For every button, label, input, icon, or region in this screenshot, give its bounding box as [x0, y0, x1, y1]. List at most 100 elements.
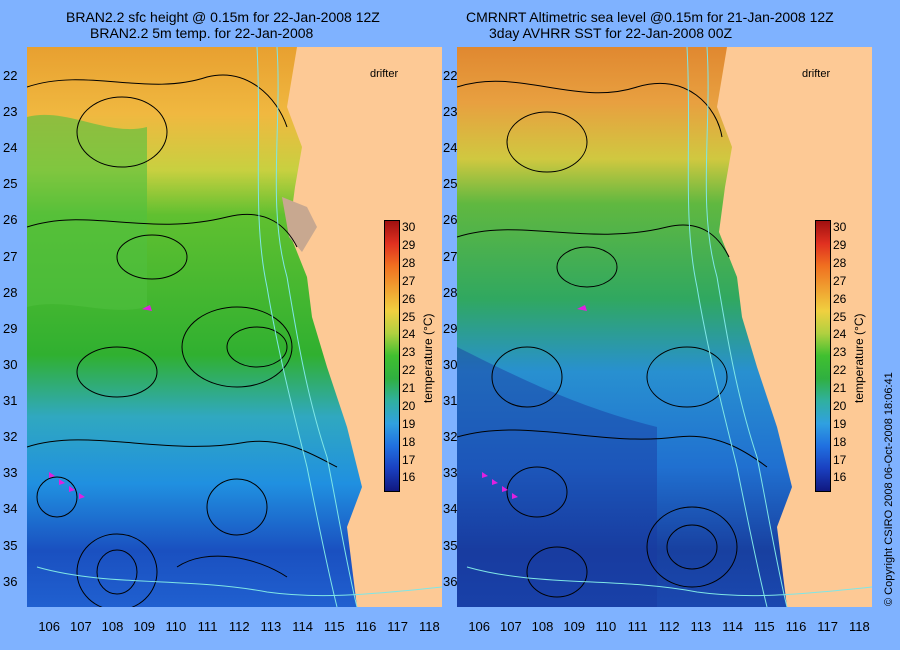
left-sst-map: [27, 47, 442, 607]
colorbar-tick: 25: [402, 309, 416, 324]
latitude-label: 29: [443, 320, 458, 336]
latitude-label: 33: [3, 465, 18, 481]
colorbar-tick: 18: [833, 434, 847, 449]
latitude-label: 32: [3, 429, 18, 445]
latitude-label: 23: [3, 104, 18, 120]
colorbar-tick: 23: [402, 345, 416, 360]
latitude-label: 33: [443, 465, 458, 481]
colorbar-right: [815, 220, 831, 492]
latitude-label: 22: [443, 67, 458, 83]
latitude-label: 28: [3, 284, 18, 300]
longitude-label: 115: [753, 619, 775, 634]
longitude-label: 117: [387, 619, 408, 634]
colorbar-tick: 21: [402, 381, 416, 396]
colorbar-title-right: temperature (°C): [852, 313, 866, 404]
latitude-label: 24: [3, 140, 18, 156]
colorbar-tick: 30: [402, 220, 416, 235]
colorbar-tick: 23: [833, 345, 847, 360]
drifter-label-left: drifter: [370, 68, 399, 80]
latitude-label: 26: [3, 212, 18, 228]
longitude-label: 106: [468, 619, 491, 634]
colorbar-tick: 25: [833, 309, 847, 324]
land-western-australia-right: [717, 47, 872, 607]
colorbar-tick: 26: [833, 291, 847, 306]
longitude-label: 109: [133, 619, 156, 634]
longitude-label: 116: [355, 619, 377, 634]
colorbar-tick: 29: [402, 238, 416, 253]
longitude-label: 115: [323, 619, 345, 634]
right-sst-map: [457, 47, 872, 607]
shark-bay-left: [282, 197, 317, 252]
latitude-label: 36: [443, 573, 458, 589]
colorbar-tick: 27: [402, 273, 416, 288]
latitude-label: 27: [3, 248, 18, 264]
latitude-label: 22: [3, 67, 18, 83]
latitude-label: 34: [443, 501, 458, 517]
longitude-label: 117: [817, 619, 838, 634]
latitude-label: 27: [443, 248, 458, 264]
longitude-label: 108: [101, 619, 124, 634]
longitude-label: 112: [658, 619, 680, 634]
longitude-label: 118: [418, 619, 440, 634]
latitude-label: 25: [3, 176, 18, 192]
longitude-label: 110: [595, 619, 617, 634]
colorbar-tick: 30: [833, 220, 847, 235]
colorbar-tick: 29: [833, 238, 847, 253]
longitude-label: 109: [563, 619, 586, 634]
longitude-label: 116: [785, 619, 807, 634]
latitude-label: 30: [3, 356, 18, 372]
longitude-label: 106: [38, 619, 61, 634]
latitude-label: 29: [3, 320, 18, 336]
longitude-label: 114: [722, 619, 743, 634]
longitude-label: 111: [627, 619, 648, 634]
colorbar-tick: 26: [402, 291, 416, 306]
latitude-label: 23: [443, 104, 458, 120]
colorbar-tick: 24: [402, 327, 416, 342]
left-panel-title-line1: BRAN2.2 sfc height @ 0.15m for 22-Jan-20…: [66, 9, 380, 25]
latitude-label: 31: [443, 393, 458, 409]
colorbar-tick: 22: [402, 363, 416, 378]
colorbar-tick: 18: [402, 434, 416, 449]
colorbar-title-left: temperature (°C): [421, 313, 435, 404]
right-panel-title-line1: CMRNRT Altimetric sea level @0.15m for 2…: [466, 9, 834, 25]
colorbar-tick: 16: [833, 470, 847, 485]
latitude-label: 34: [3, 501, 18, 517]
latitude-label: 35: [3, 537, 18, 553]
copyright-text: © Copyright CSIRO 2008 06-Oct-2008 18:06…: [883, 372, 895, 606]
colorbar-left: [384, 220, 400, 492]
longitude-label: 111: [197, 619, 218, 634]
longitude-label: 107: [69, 619, 92, 634]
longitude-label: 108: [531, 619, 554, 634]
colorbar-tick: 28: [402, 255, 416, 270]
longitude-label: 114: [292, 619, 313, 634]
colorbar-tick: 28: [833, 255, 847, 270]
colorbar-tick: 20: [402, 398, 416, 413]
colorbar-tick: 17: [833, 452, 847, 467]
colorbar-tick: 19: [833, 416, 847, 431]
latitude-label: 35: [443, 537, 458, 553]
latitude-label: 36: [3, 573, 18, 589]
colorbar-tick: 19: [402, 416, 416, 431]
longitude-label: 107: [499, 619, 522, 634]
latitude-label: 28: [443, 284, 458, 300]
longitude-label: 118: [848, 619, 870, 634]
colorbar-tick: 16: [402, 470, 416, 485]
longitude-label: 112: [228, 619, 250, 634]
colorbar-tick: 22: [833, 363, 847, 378]
right-panel-title-line2: 3day AVHRR SST for 22-Jan-2008 00Z: [489, 25, 733, 41]
latitude-label: 31: [3, 393, 18, 409]
colorbar-tick: 20: [833, 398, 847, 413]
longitude-label: 113: [260, 619, 282, 634]
colorbar-tick: 17: [402, 452, 416, 467]
left-map-panel: [27, 47, 442, 607]
latitude-label: 32: [443, 429, 458, 445]
longitude-label: 113: [690, 619, 712, 634]
left-panel-title-line2: BRAN2.2 5m temp. for 22-Jan-2008: [90, 25, 314, 41]
land-western-australia-left: [287, 47, 442, 607]
latitude-label: 26: [443, 212, 458, 228]
latitude-label: 30: [443, 356, 458, 372]
longitude-label: 110: [165, 619, 187, 634]
latitude-label: 25: [443, 176, 458, 192]
colorbar-tick: 21: [833, 381, 847, 396]
colorbar-tick: 27: [833, 273, 847, 288]
